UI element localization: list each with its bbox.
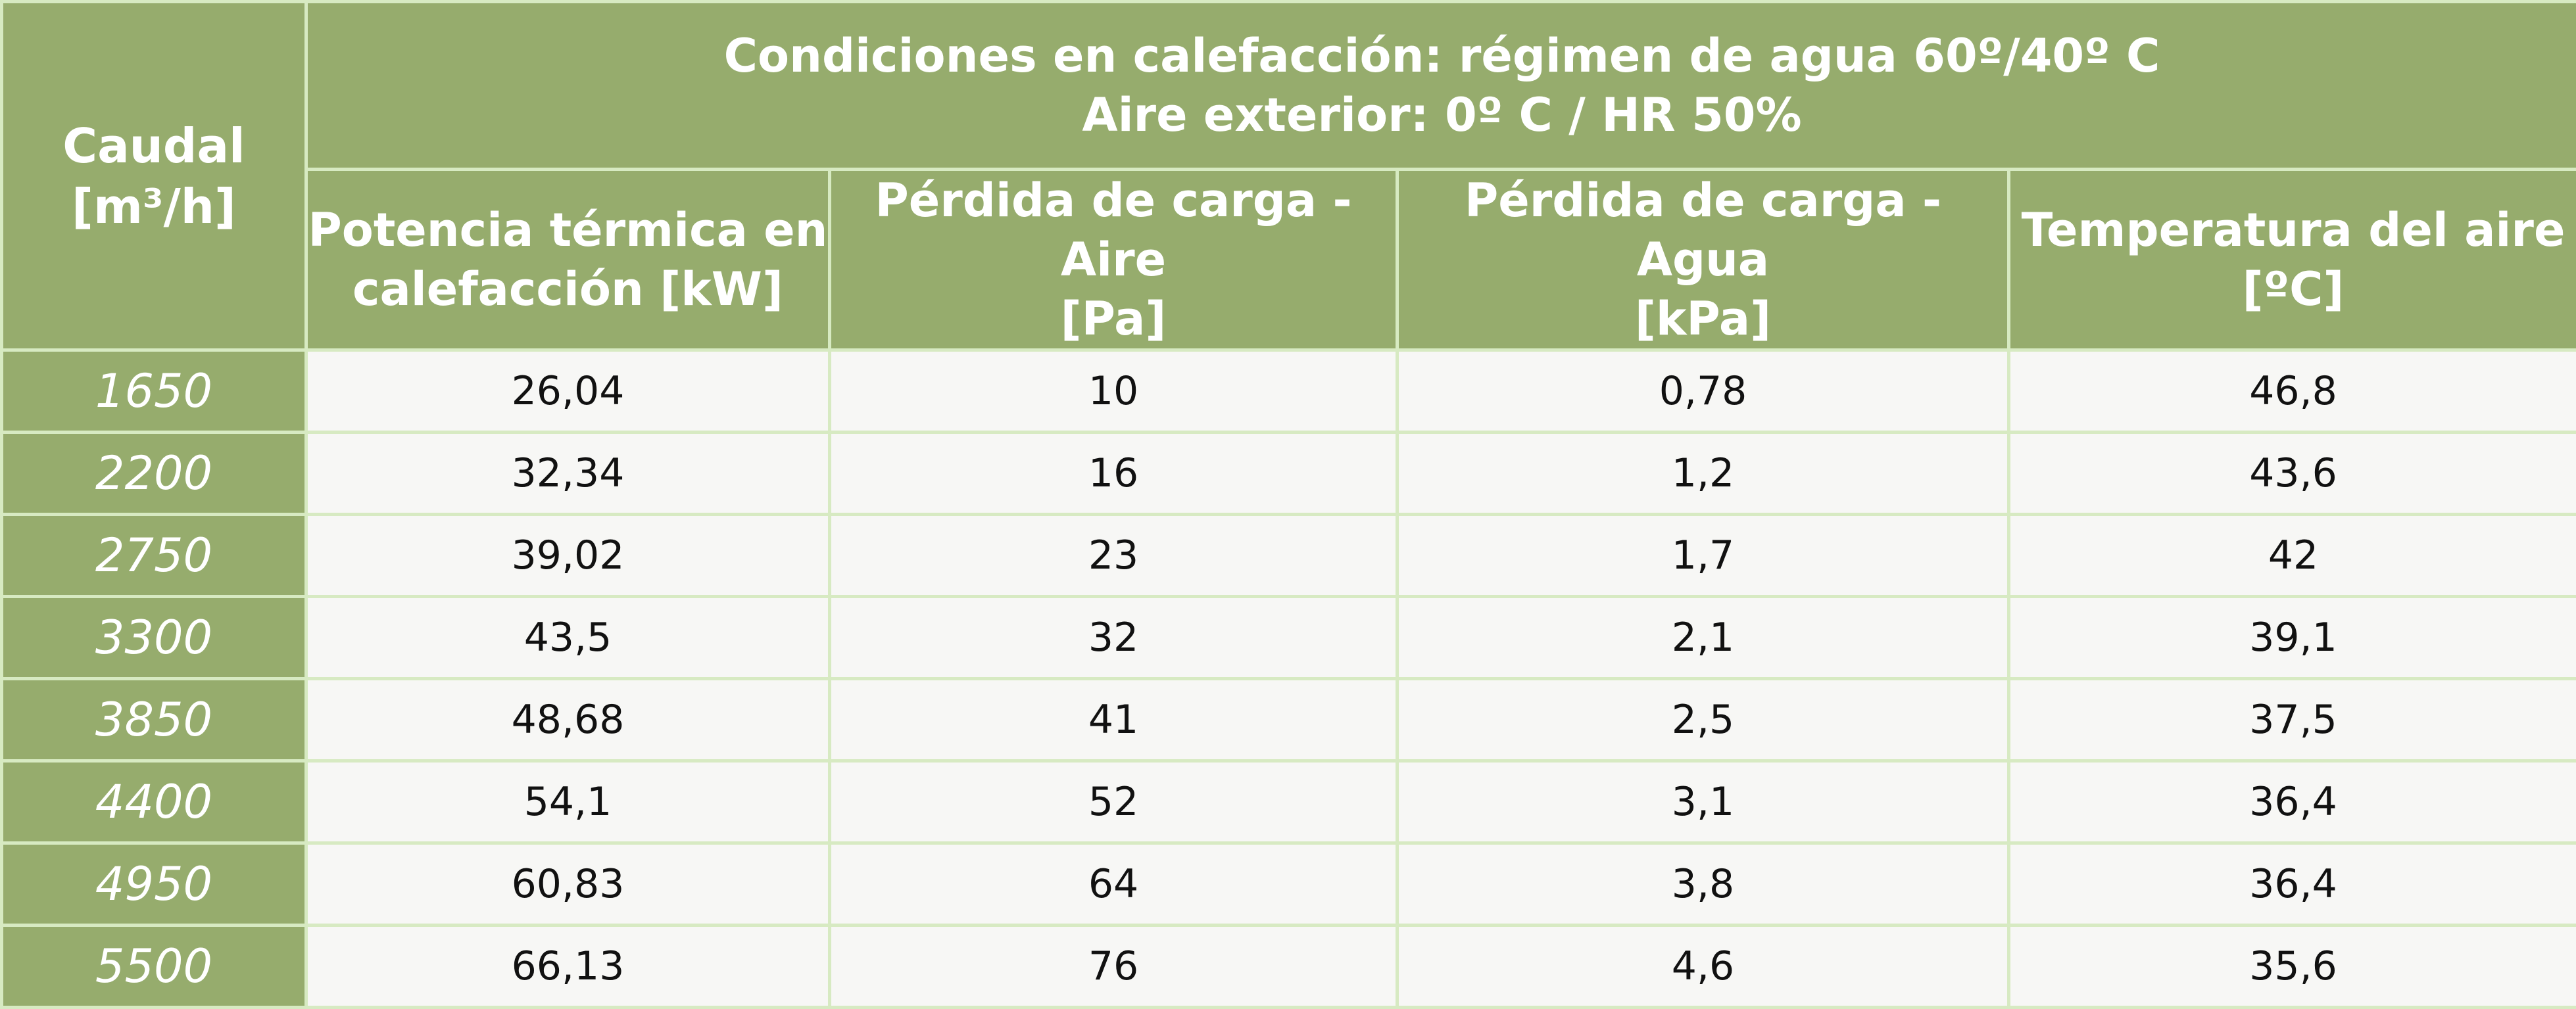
air-temperature-header-line-2: [ºC]: [2010, 260, 2576, 319]
water-pressure-drop-header-line-1: Pérdida de carga - Agua: [1399, 171, 2007, 289]
table-row: 2750 39,02 23 1,7 42: [2, 515, 2576, 597]
air-temperature-cell: 46,8: [2009, 350, 2576, 433]
header-row-columns: Potencia térmica en calefacción [kW] Pér…: [2, 170, 2576, 350]
table-row: 3300 43,5 32 2,1 39,1: [2, 597, 2576, 679]
thermal-power-cell: 60,83: [306, 843, 830, 926]
table-row: 5500 66,13 76 4,6 35,6: [2, 926, 2576, 1008]
water-pressure-drop-cell: 0,78: [1397, 350, 2009, 433]
air-temperature-cell: 35,6: [2009, 926, 2576, 1008]
flow-cell: 2200: [2, 433, 306, 515]
water-pressure-drop-cell: 2,1: [1397, 597, 2009, 679]
water-pressure-drop-cell: 3,1: [1397, 761, 2009, 843]
air-temperature-cell: 37,5: [2009, 679, 2576, 761]
heating-conditions-line-2: Aire exterior: 0º C / HR 50%: [308, 85, 2576, 145]
flow-column-header: Caudal [m³/h]: [2, 2, 306, 350]
thermal-power-cell: 43,5: [306, 597, 830, 679]
water-pressure-drop-header: Pérdida de carga - Agua [kPa]: [1397, 170, 2009, 350]
air-pressure-drop-header-line-1: Pérdida de carga - Aire: [831, 171, 1396, 289]
air-temperature-header: Temperatura del aire [ºC]: [2009, 170, 2576, 350]
water-pressure-drop-header-line-2: [kPa]: [1399, 289, 2007, 348]
heating-conditions-line-1: Condiciones en calefacción: régimen de a…: [308, 26, 2576, 85]
thermal-power-cell: 26,04: [306, 350, 830, 433]
water-pressure-drop-cell: 1,7: [1397, 515, 2009, 597]
air-pressure-drop-cell: 52: [830, 761, 1397, 843]
flow-cell: 4950: [2, 843, 306, 926]
air-temperature-cell: 39,1: [2009, 597, 2576, 679]
table-row: 1650 26,04 10 0,78 46,8: [2, 350, 2576, 433]
air-pressure-drop-cell: 10: [830, 350, 1397, 433]
flow-cell: 5500: [2, 926, 306, 1008]
table-row: 4950 60,83 64 3,8 36,4: [2, 843, 2576, 926]
thermal-power-header: Potencia térmica en calefacción [kW]: [306, 170, 830, 350]
water-pressure-drop-cell: 2,5: [1397, 679, 2009, 761]
thermal-power-header-line-2: calefacción [kW]: [308, 260, 828, 319]
water-pressure-drop-cell: 3,8: [1397, 843, 2009, 926]
flow-header-title: Caudal: [3, 116, 304, 176]
flow-cell: 2750: [2, 515, 306, 597]
flow-header-unit: [m³/h]: [3, 176, 304, 237]
thermal-power-cell: 39,02: [306, 515, 830, 597]
thermal-power-cell: 48,68: [306, 679, 830, 761]
flow-cell: 3300: [2, 597, 306, 679]
air-temperature-cell: 43,6: [2009, 433, 2576, 515]
air-temperature-header-line-1: Temperatura del aire: [2010, 200, 2576, 260]
flow-cell: 4400: [2, 761, 306, 843]
table-row: 3850 48,68 41 2,5 37,5: [2, 679, 2576, 761]
flow-cell: 1650: [2, 350, 306, 433]
air-pressure-drop-header-line-2: [Pa]: [831, 289, 1396, 348]
heating-conditions-header: Condiciones en calefacción: régimen de a…: [306, 2, 2576, 170]
header-row-group: Caudal [m³/h] Condiciones en calefacción…: [2, 2, 2576, 170]
air-temperature-cell: 42: [2009, 515, 2576, 597]
table-row: 4400 54,1 52 3,1 36,4: [2, 761, 2576, 843]
thermal-power-cell: 66,13: [306, 926, 830, 1008]
air-pressure-drop-cell: 64: [830, 843, 1397, 926]
table-row: 2200 32,34 16 1,2 43,6: [2, 433, 2576, 515]
water-pressure-drop-cell: 1,2: [1397, 433, 2009, 515]
thermal-power-cell: 32,34: [306, 433, 830, 515]
air-pressure-drop-cell: 23: [830, 515, 1397, 597]
air-pressure-drop-cell: 41: [830, 679, 1397, 761]
water-pressure-drop-cell: 4,6: [1397, 926, 2009, 1008]
thermal-power-cell: 54,1: [306, 761, 830, 843]
air-pressure-drop-cell: 76: [830, 926, 1397, 1008]
thermal-power-header-line-1: Potencia térmica en: [308, 200, 828, 260]
air-pressure-drop-header: Pérdida de carga - Aire [Pa]: [830, 170, 1397, 350]
air-pressure-drop-cell: 32: [830, 597, 1397, 679]
air-pressure-drop-cell: 16: [830, 433, 1397, 515]
flow-cell: 3850: [2, 679, 306, 761]
air-temperature-cell: 36,4: [2009, 843, 2576, 926]
air-temperature-cell: 36,4: [2009, 761, 2576, 843]
